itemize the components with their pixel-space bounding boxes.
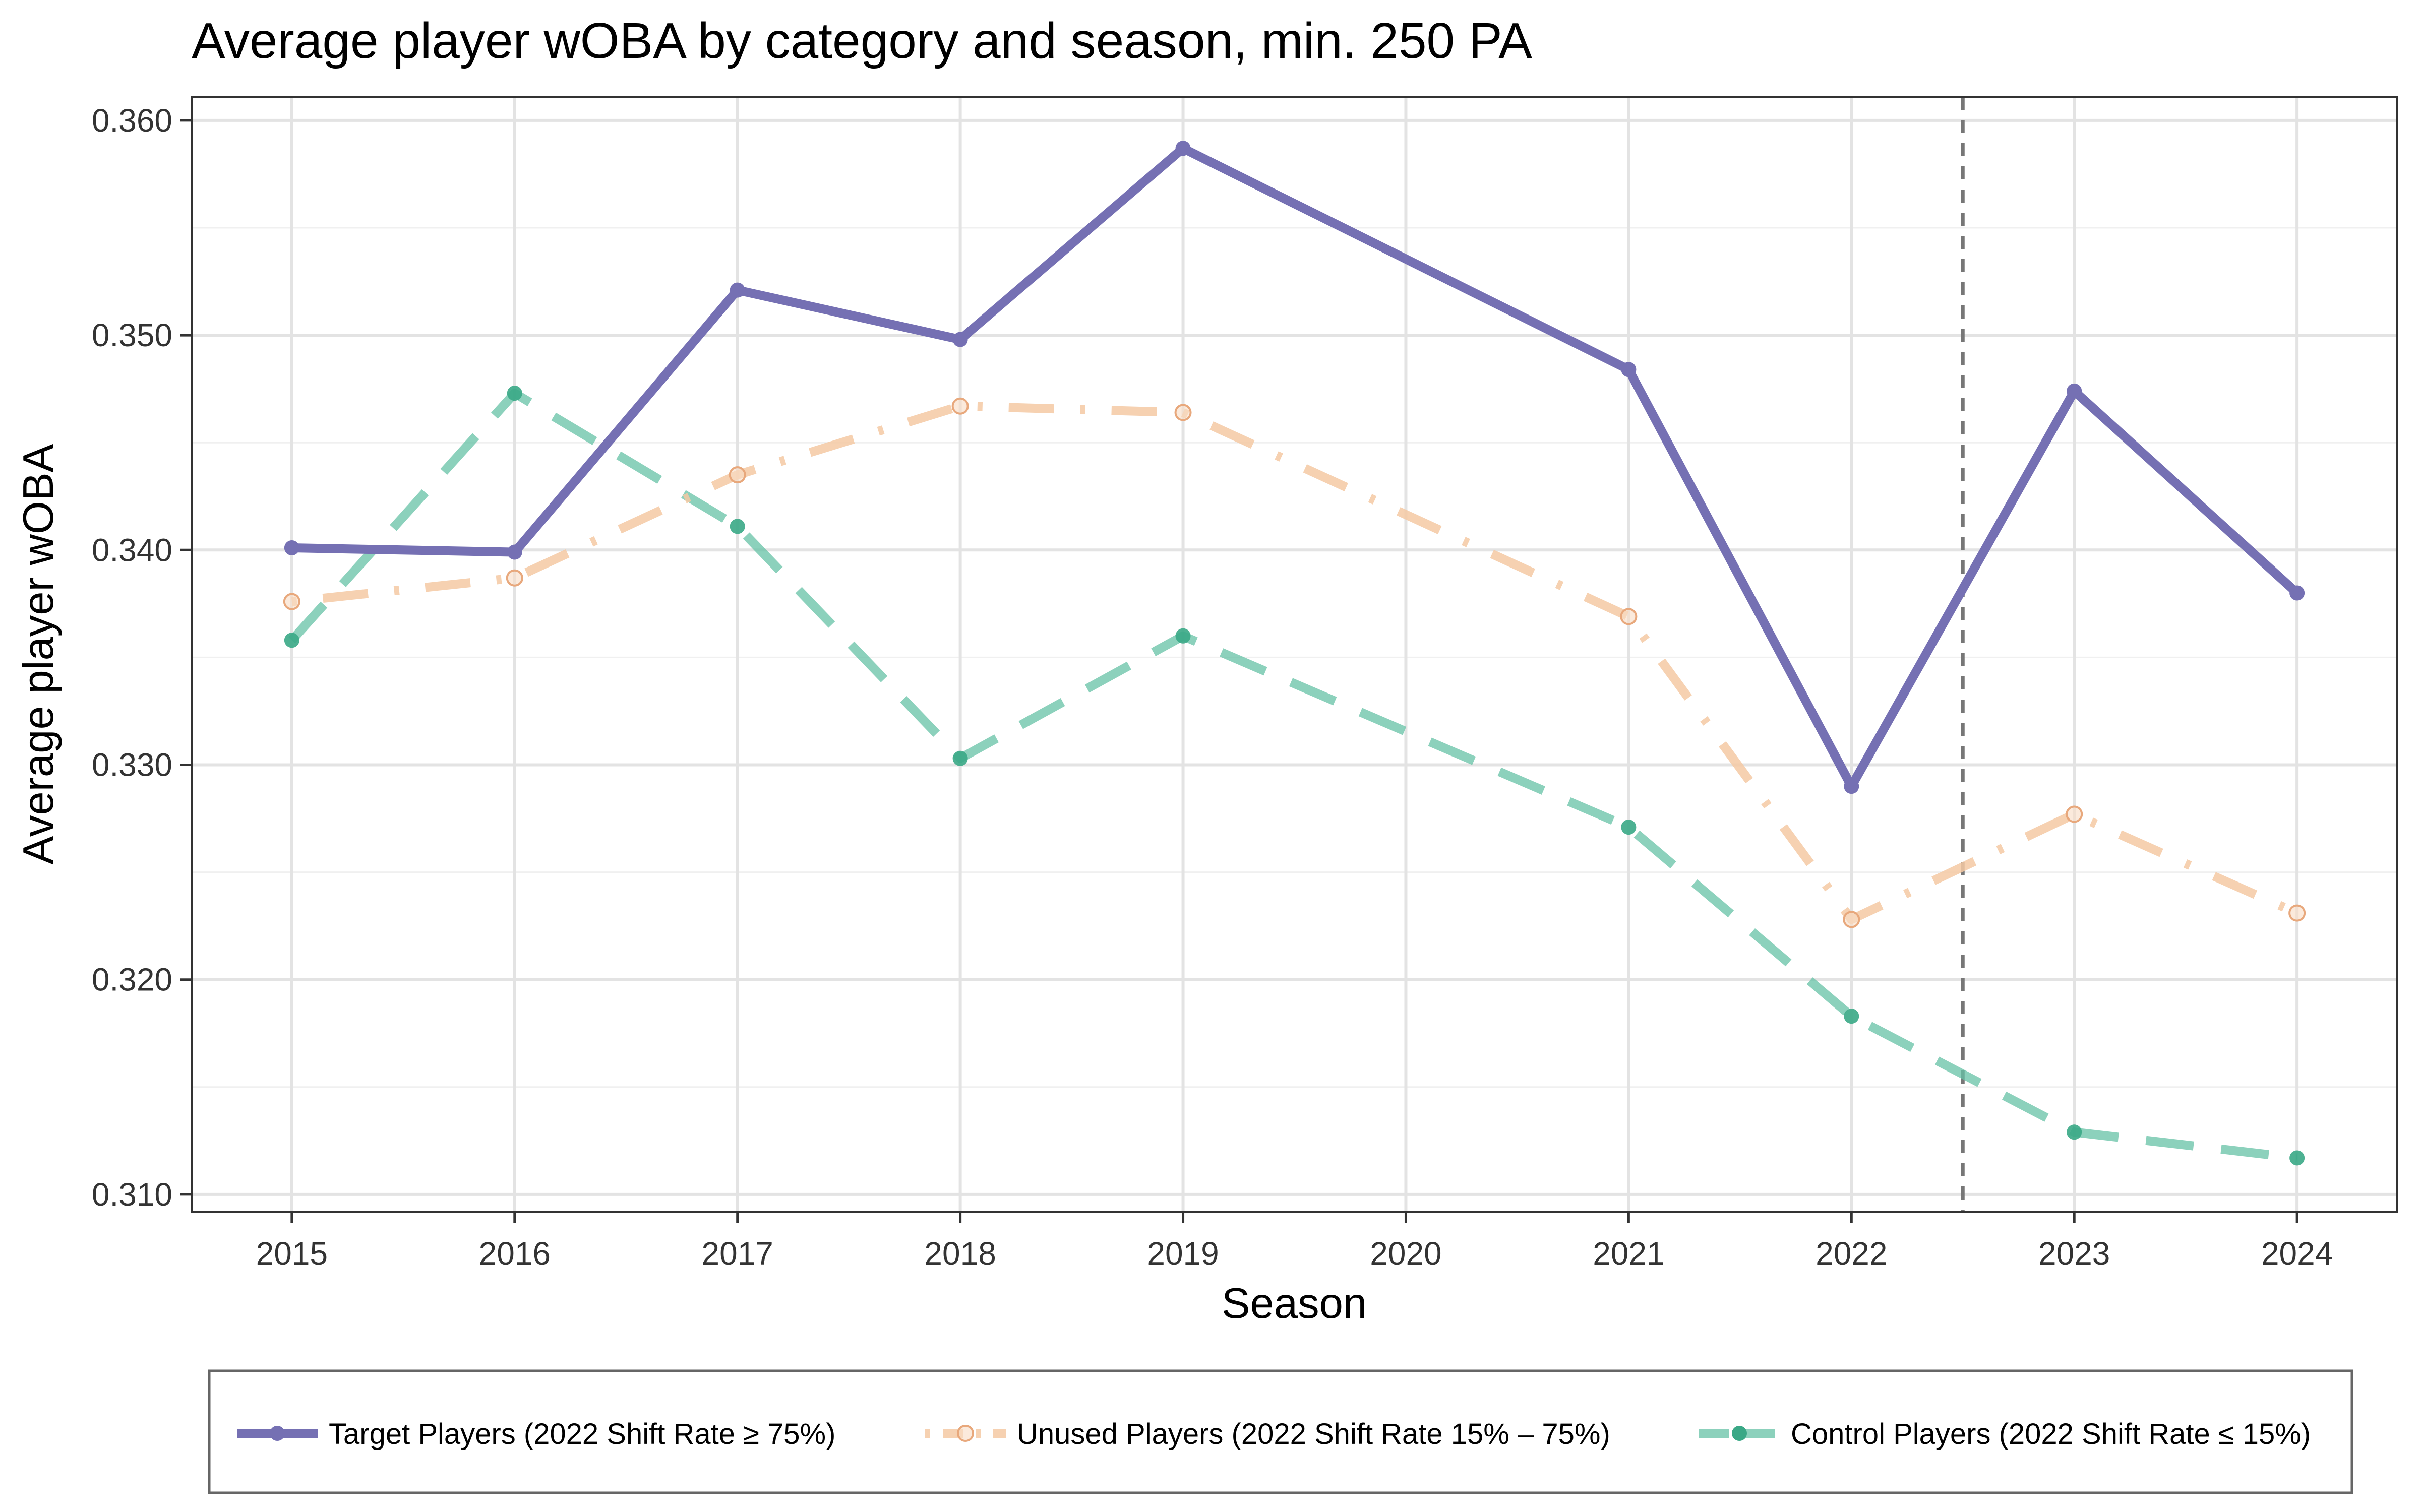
axes: 0.310 0.320 0.330 0.340 0.350 0.360 2015 2016 20…	[92, 102, 2333, 1272]
data-point	[2289, 1150, 2305, 1166]
legend-key-marker	[957, 1425, 974, 1442]
data-point	[2067, 1124, 2082, 1140]
y-tick-label: 0.360	[92, 102, 172, 139]
data-point	[506, 569, 523, 587]
data-point	[2288, 904, 2306, 922]
data-point	[729, 466, 746, 484]
data-point	[1844, 779, 1859, 794]
data-point	[952, 332, 968, 347]
data-point	[730, 519, 745, 534]
chart-title: Average player wOBA by category and seas…	[192, 13, 1532, 69]
x-tick-label: 2017	[702, 1235, 773, 1272]
x-tick-label: 2023	[2038, 1235, 2110, 1272]
x-tick-label: 2016	[479, 1235, 551, 1272]
x-tick-label: 2018	[924, 1235, 996, 1272]
x-tick-label: 2024	[2261, 1235, 2333, 1272]
data-point	[2067, 383, 2082, 399]
y-tick-label: 0.320	[92, 962, 172, 998]
y-axis-title: Average player wOBA	[15, 444, 63, 864]
y-tick-label: 0.340	[92, 532, 172, 568]
y-tick-label: 0.350	[92, 317, 172, 353]
legend-box	[208, 1369, 2353, 1494]
data-point	[1175, 628, 1191, 644]
series-layer	[283, 141, 2306, 1166]
data-point	[1844, 1009, 1859, 1024]
y-tick-label: 0.330	[92, 746, 172, 783]
legend-items: Target Players (2022 Shift Rate ≥ 75%) Un…	[237, 1418, 2311, 1451]
data-point	[730, 282, 745, 298]
legend-label: Target Players (2022 Shift Rate ≥ 75%)	[329, 1418, 835, 1451]
series-control	[284, 386, 2305, 1166]
data-point	[1843, 911, 1860, 928]
x-tick-label: 2015	[256, 1235, 328, 1272]
x-tick-label: 2021	[1593, 1235, 1664, 1272]
data-point	[507, 386, 522, 401]
series-unused	[283, 397, 2306, 928]
series-target	[284, 141, 2305, 794]
series-line	[288, 389, 2298, 1163]
legend-item: Target Players (2022 Shift Rate ≥ 75%)	[237, 1418, 835, 1451]
data-point	[284, 540, 299, 556]
data-point	[1620, 608, 1638, 625]
data-point	[284, 633, 299, 648]
data-point	[2066, 805, 2083, 823]
legend-item: Unused Players (2022 Shift Rate 15% – 75…	[925, 1418, 1610, 1451]
data-point	[1621, 820, 1637, 835]
x-axis-title: Season	[1222, 1280, 1367, 1328]
legend: Target Players (2022 Shift Rate ≥ 75%) Un…	[208, 1369, 2353, 1494]
grid	[192, 97, 2397, 1212]
data-point	[952, 750, 968, 766]
x-tick-label: 2020	[1370, 1235, 1441, 1272]
x-tick-label: 2022	[1816, 1235, 1887, 1272]
data-point	[1174, 404, 1192, 421]
legend-key-marker	[270, 1426, 285, 1441]
data-point	[951, 397, 969, 415]
legend-label: Unused Players (2022 Shift Rate 15% – 75…	[1017, 1418, 1610, 1451]
data-point	[1621, 362, 1637, 377]
plot-panel-border	[191, 96, 2398, 1213]
series-line	[291, 144, 2301, 791]
x-tick-label: 2019	[1147, 1235, 1219, 1272]
data-point	[1175, 141, 1191, 156]
y-tick-label: 0.310	[92, 1176, 172, 1213]
legend-label: Control Players (2022 Shift Rate ≤ 15%)	[1791, 1418, 2311, 1451]
legend-item: Control Players (2022 Shift Rate ≤ 15%)	[1699, 1418, 2311, 1451]
legend-key-marker	[1732, 1426, 1747, 1441]
data-point	[283, 593, 300, 610]
data-point	[2289, 585, 2305, 601]
data-point	[507, 544, 522, 560]
series-line	[291, 401, 2299, 924]
